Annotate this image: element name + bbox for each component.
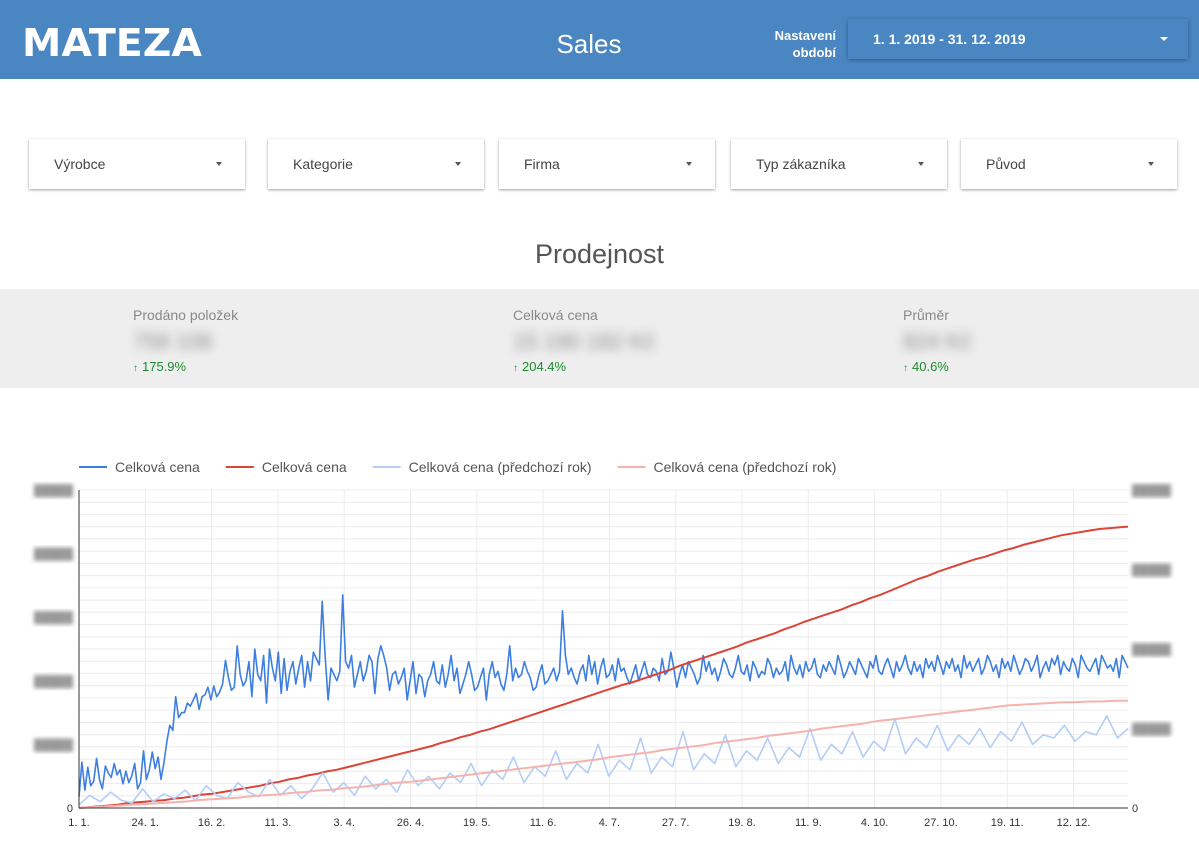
page-title: Sales [556,29,622,59]
y-left-tick-label: █████ [34,737,73,752]
mateza-logo[interactable]: MATEZA [22,23,202,59]
sales-chart[interactable]: 1. 1. 24. 1. 16. 2. 11. 3. 3. 4. 26. 4. 19. 5.… [0,450,1199,840]
x-tick-label: 3. 4. [333,817,354,829]
y-right-tick-label: 0 [1132,803,1138,815]
kpi-band: Prodáno položek 758 106 ↑ 175.9% Celková … [0,289,1199,388]
kpi-change: ↑ 40.6% [903,359,949,377]
legend-item: Celková cena (předchozí rok) [372,459,592,475]
kpi-value: 15 190 182 Kč [513,329,655,354]
y-left-tick-label: █████ [34,483,73,498]
period-label-line1: Nastavení [774,28,836,43]
legend-item: Celková cena (předchozí rok) [617,459,837,475]
legend-label: Celková cena (předchozí rok) [654,459,837,475]
x-tick-label: 27. 10. [924,817,958,829]
chart-legend: Celková cena Celková cena Celková cena (př… [79,459,836,475]
x-tick-label: 19. 8. [728,817,756,829]
kpi-change-value: 40.6% [912,359,949,374]
chevron-down-icon [1160,37,1168,41]
x-tick-label: 1. 1. [68,817,89,829]
x-tick-label: 19. 5. [463,817,491,829]
x-tick-label: 11. 9. [795,817,822,829]
arrow-up-icon: ↑ [903,363,908,374]
chart-series [78,525,1129,809]
arrow-up-icon: ↑ [513,363,518,374]
chevron-down-icon [918,162,924,166]
filter-firma[interactable]: Firma [499,139,715,189]
x-tick-label: 27. 7. [662,817,690,829]
period-value: 1. 1. 2019 - 31. 12. 2019 [873,31,1026,47]
filter-puvod[interactable]: Původ [961,139,1177,189]
y-right-tick-label: █████ [1132,642,1171,657]
x-tick-label: 24. 1. [132,817,160,829]
period-dropdown[interactable]: 1. 1. 2019 - 31. 12. 2019 [848,19,1188,59]
kpi-change: ↑ 204.4% [513,359,566,377]
legend-item: Celková cena [225,459,347,475]
legend-label: Celková cena (předchozí rok) [409,459,592,475]
x-tick-label: 19. 11. [991,817,1024,829]
legend-label: Celková cena [262,459,347,475]
x-tick-label: 11. 6. [530,817,557,829]
filter-label: Výrobce [54,156,106,172]
chevron-down-icon [1148,162,1154,166]
series-line-3 [78,699,1128,809]
x-tick-label: 12. 12. [1057,817,1091,829]
section-title: Prodejnost [534,239,665,269]
y-left-tick-label: █████ [34,547,73,562]
x-tick-label: 26. 4. [397,817,425,829]
kpi-value: 758 106 [133,329,213,354]
x-tick-label: 16. 2. [198,817,226,829]
filter-label: Firma [524,156,560,172]
filter-label: Typ zákazníka [756,156,846,172]
period-label: Nastavení období [758,27,836,61]
kpi-label: Prodáno položek [133,307,239,323]
kpi-change-value: 204.4% [522,359,567,374]
filter-vyrobce[interactable]: Výrobce [29,139,245,189]
y-left-tick-label: █████ [34,674,73,689]
legend-label: Celková cena [115,459,200,475]
filter-kategorie[interactable]: Kategorie [268,139,484,189]
legend-item: Celková cena [79,459,200,475]
x-tick-label: 4. 10. [861,817,889,829]
chevron-down-icon [455,162,461,166]
series-line-0 [78,594,1129,797]
filter-label: Kategorie [293,156,353,172]
filter-label: Původ [986,156,1026,172]
kpi-label: Průměr [903,307,949,323]
y-right-tick-label: █████ [1132,563,1171,578]
x-tick-label: 11. 3. [265,817,292,829]
series-line-2 [78,714,1129,806]
kpi-value: 824 Kč [903,329,972,354]
y-left-tick-label: █████ [34,610,73,625]
svg-text:MATEZA: MATEZA [22,23,202,59]
x-tick-label: 4. 7. [599,817,620,829]
period-label-line2: období [792,45,836,60]
kpi-change: ↑ 175.9% [133,359,186,377]
y-left-tick-label: 0 [67,803,73,815]
chart-axes: 1. 1. 24. 1. 16. 2. 11. 3. 3. 4. 26. 4. 19. 5.… [34,483,1171,829]
chevron-down-icon [686,162,692,166]
y-right-tick-label: █████ [1132,722,1171,737]
arrow-up-icon: ↑ [133,363,138,374]
series-line-1 [78,525,1129,809]
app-header: MATEZA Sales Nastavení období 1. 1. 2019… [0,0,1199,79]
chevron-down-icon [216,162,222,166]
filter-typ-zakaznika[interactable]: Typ zákazníka [731,139,947,189]
y-right-tick-label: █████ [1132,483,1171,498]
kpi-change-value: 175.9% [142,359,187,374]
kpi-label: Celková cena [513,307,598,323]
